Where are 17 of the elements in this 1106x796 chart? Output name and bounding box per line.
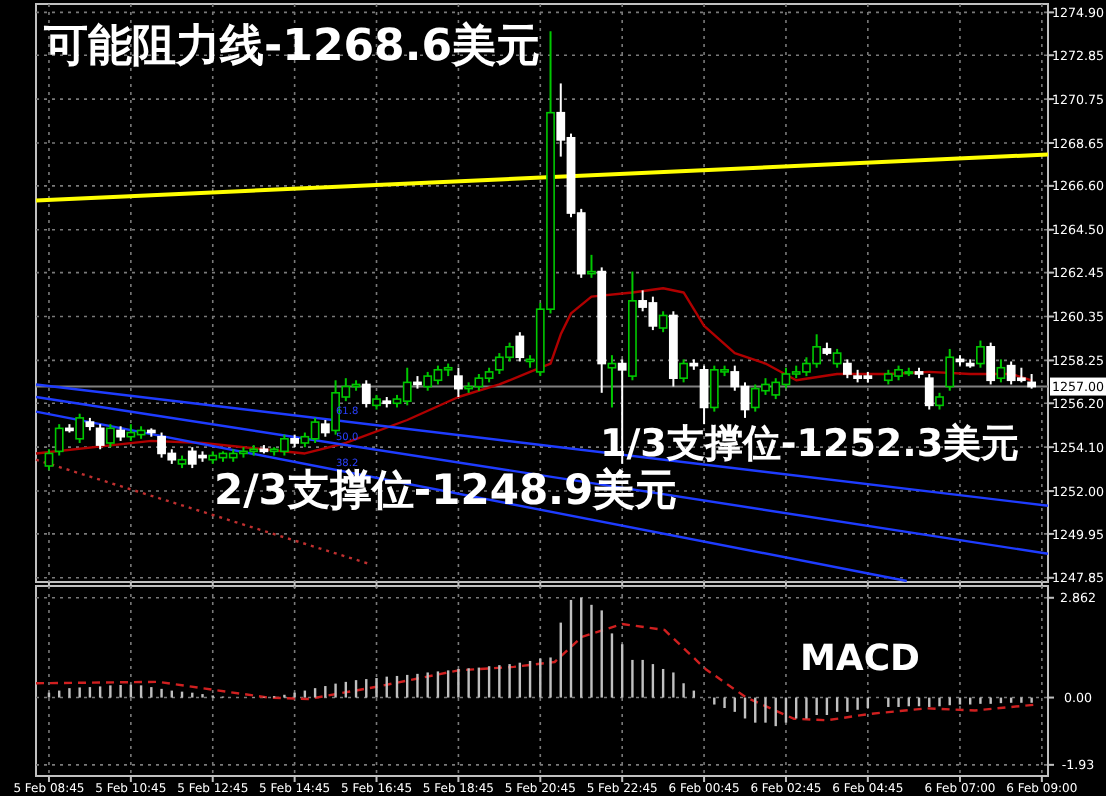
candlestick xyxy=(54,423,64,457)
candlestick xyxy=(454,366,463,398)
candlestick xyxy=(658,310,668,334)
candlestick xyxy=(679,358,688,384)
candlestick xyxy=(75,412,85,444)
candlestick xyxy=(842,358,852,380)
candlestick xyxy=(607,354,617,409)
chart-title: 可能阻力线-1268.6美元 xyxy=(42,20,541,72)
candlestick xyxy=(361,379,371,409)
candlestick xyxy=(699,364,709,426)
candlestick xyxy=(832,347,842,369)
candlestick xyxy=(105,423,115,449)
candlestick xyxy=(44,448,54,472)
candlestick xyxy=(587,253,596,279)
candlestick xyxy=(515,331,525,363)
annotation: MACD xyxy=(800,638,920,680)
candlestick xyxy=(95,423,105,451)
